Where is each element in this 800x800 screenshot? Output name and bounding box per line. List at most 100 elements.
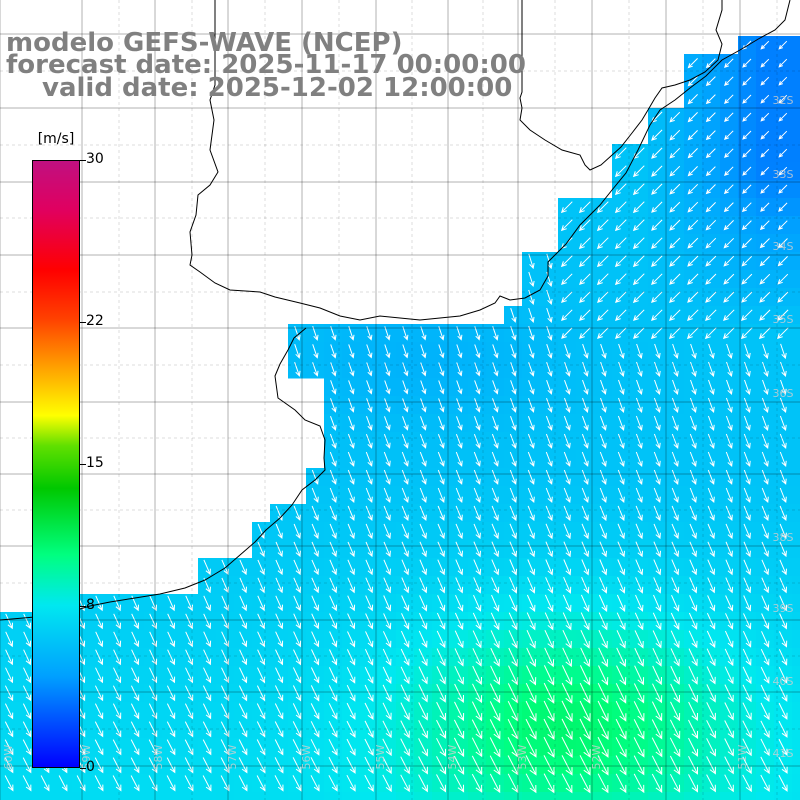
wind-arrow	[489, 719, 501, 740]
wind-arrow	[561, 682, 573, 704]
wind-arrow	[491, 577, 500, 594]
wind-arrow	[383, 595, 392, 612]
wind-arrow	[617, 487, 625, 504]
wind-arrow	[687, 273, 699, 285]
wind-arrow	[382, 648, 392, 666]
wind-speed-cell	[792, 468, 800, 487]
wind-arrow	[724, 76, 734, 86]
wind-arrow	[616, 612, 626, 631]
wind-arrow	[706, 612, 716, 630]
wind-arrow	[561, 773, 573, 794]
wind-arrow	[419, 451, 427, 467]
wind-arrow	[707, 433, 715, 450]
wind-arrow	[311, 595, 319, 612]
wind-arrow	[489, 737, 501, 758]
wind-arrow	[346, 649, 356, 666]
wind-arrow	[365, 505, 373, 522]
wind-arrow	[578, 255, 591, 268]
wind-arrow	[706, 738, 716, 757]
wind-arrow	[166, 775, 176, 792]
wind-speed-cell	[360, 792, 379, 800]
wind-arrow	[708, 343, 715, 360]
wind-arrow	[436, 701, 446, 721]
wind-speed-cell	[162, 792, 181, 800]
wind-arrow	[690, 361, 697, 378]
wind-arrow	[275, 541, 283, 558]
wind-arrow	[149, 667, 158, 684]
wind-arrow	[148, 685, 158, 702]
wind-speed-cell	[504, 792, 523, 800]
wind-arrow	[579, 327, 591, 339]
wind-arrow	[491, 469, 499, 485]
wind-arrow	[474, 380, 481, 395]
wind-arrow	[614, 237, 627, 250]
wind-arrow	[401, 523, 409, 540]
wind-arrow	[741, 202, 752, 213]
wind-arrow	[453, 719, 465, 740]
wind-arrow	[113, 595, 121, 612]
wind-arrow	[454, 665, 464, 685]
wind-arrow	[544, 612, 554, 631]
wind-arrow	[364, 702, 374, 720]
wind-arrow	[167, 613, 175, 630]
wind-arrow	[113, 667, 122, 684]
wind-arrow	[579, 773, 591, 794]
wind-arrow	[543, 773, 555, 794]
wind-arrow	[742, 58, 752, 68]
wind-arrow	[597, 327, 609, 339]
wind-arrow	[563, 559, 572, 576]
wind-arrow	[274, 685, 284, 702]
wind-arrow	[672, 361, 679, 378]
wind-arrow	[94, 775, 104, 792]
wind-arrow	[705, 237, 717, 249]
wind-arrow	[346, 720, 356, 738]
wind-arrow	[365, 613, 374, 630]
wind-arrow	[652, 647, 662, 667]
wind-arrow	[633, 719, 645, 740]
wind-arrow	[760, 130, 770, 140]
wind-arrow	[347, 451, 355, 467]
wind-arrow	[528, 398, 535, 413]
wind-arrow	[382, 756, 392, 775]
wind-arrow	[561, 718, 573, 741]
wind-arrow	[239, 667, 248, 684]
wind-speed-cell	[198, 792, 217, 800]
wind-speed-cell	[792, 36, 800, 55]
wind-arrow	[723, 237, 735, 249]
wind-arrow	[707, 397, 715, 414]
wind-arrow	[473, 487, 481, 504]
wind-arrow	[220, 739, 230, 756]
wind-arrow	[184, 703, 194, 720]
wind-arrow	[562, 647, 573, 668]
wind-arrow	[778, 40, 788, 50]
wind-arrow	[705, 273, 717, 285]
wind-arrow	[402, 344, 409, 359]
wind-arrow	[632, 237, 645, 250]
wind-arrow	[546, 398, 553, 413]
wind-arrow	[724, 94, 734, 104]
wind-arrow	[761, 469, 769, 485]
wind-arrow	[760, 684, 770, 702]
wind-arrow	[220, 703, 230, 720]
wind-arrow	[437, 559, 445, 576]
wind-arrow	[760, 702, 770, 721]
latitude-label: 39S	[773, 602, 794, 615]
wind-arrow	[454, 630, 464, 649]
wind-arrow	[492, 362, 499, 377]
wind-arrow	[561, 327, 573, 339]
wind-arrow	[365, 559, 373, 576]
wind-arrow	[742, 76, 752, 86]
wind-speed-cell	[108, 792, 127, 800]
wind-arrow	[578, 201, 591, 214]
wind-speed-cell	[144, 792, 163, 800]
wind-arrow	[546, 289, 553, 306]
wind-arrow	[347, 433, 355, 449]
wind-arrow	[366, 344, 373, 359]
wind-speed-cell	[792, 630, 800, 649]
wind-arrow	[671, 594, 680, 612]
wind-arrow	[761, 451, 769, 468]
wind-arrow	[509, 469, 517, 485]
wind-arrow	[437, 469, 445, 485]
wind-arrow	[508, 647, 518, 667]
wind-arrow	[527, 505, 535, 522]
